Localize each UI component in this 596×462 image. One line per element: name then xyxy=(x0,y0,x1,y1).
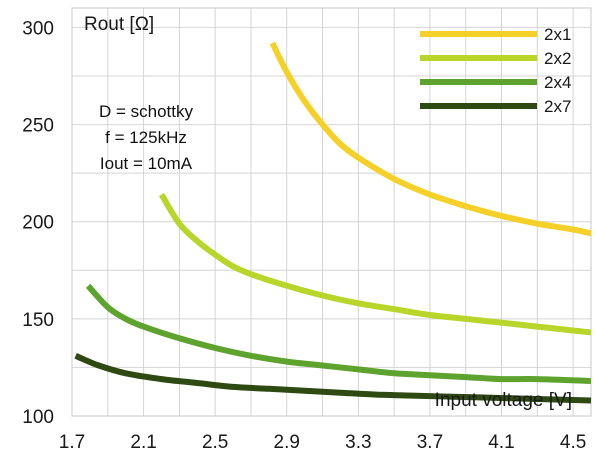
annotation-block: D = schottky f = 125kHz Iout = 10mA xyxy=(99,102,194,173)
series-line-2x2 xyxy=(158,192,592,336)
x-tick-label: 2.1 xyxy=(130,432,156,453)
series-line-2x1 xyxy=(269,41,592,237)
series-line-2x4 xyxy=(85,283,592,384)
series-line-2x7 xyxy=(74,353,592,404)
legend: 2x1 2x2 2x4 2x7 xyxy=(420,25,571,116)
x-tick-label: 4.1 xyxy=(488,432,514,453)
series-lines xyxy=(74,41,592,404)
x-tick-label: 3.3 xyxy=(345,432,371,453)
x-tick-label: 2.9 xyxy=(274,432,300,453)
y-tick-labels: 100 150 200 250 300 xyxy=(22,18,54,428)
y-tick-label: 100 xyxy=(22,407,54,428)
annotation-diode: D = schottky xyxy=(99,102,194,121)
legend-label-2x7: 2x7 xyxy=(544,97,571,116)
x-axis-label: Input voltage [V] xyxy=(435,390,572,411)
y-tick-label: 200 xyxy=(22,213,54,234)
grid xyxy=(71,7,592,417)
legend-label-2x2: 2x2 xyxy=(544,49,571,68)
annotation-current: Iout = 10mA xyxy=(100,154,193,173)
x-tick-labels: 1.7 2.1 2.5 2.9 3.3 3.7 4.1 4.5 xyxy=(59,432,587,453)
annotation-frequency: f = 125kHz xyxy=(105,128,187,147)
plot-frame xyxy=(71,7,592,417)
y-axis-label: Rout [Ω] xyxy=(84,14,154,35)
y-tick-label: 150 xyxy=(22,310,54,331)
y-tick-label: 250 xyxy=(22,116,54,137)
legend-label-2x1: 2x1 xyxy=(544,25,571,44)
x-tick-label: 4.5 xyxy=(560,432,586,453)
x-tick-label: 2.5 xyxy=(202,432,228,453)
y-tick-label: 300 xyxy=(22,18,54,39)
x-tick-label: 1.7 xyxy=(59,432,85,453)
legend-label-2x4: 2x4 xyxy=(544,73,571,92)
x-tick-label: 3.7 xyxy=(417,432,443,453)
